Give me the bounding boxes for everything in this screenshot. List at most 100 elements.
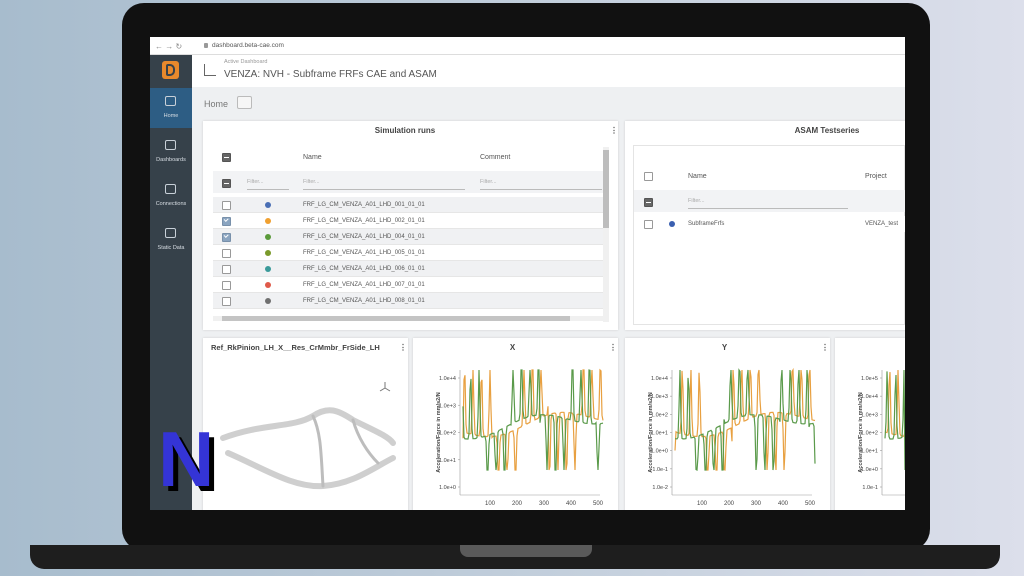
asam-name: SubframeFrfs xyxy=(688,220,725,227)
v-scrollbar xyxy=(603,147,609,322)
run-name: FRF_LG_CM_VENZA_A01_LHD_008_01_01 xyxy=(303,297,425,304)
laptop-notch xyxy=(460,545,592,557)
column-header: Name xyxy=(303,153,322,161)
table-header xyxy=(213,147,603,167)
panel-title: ASAM Testseries xyxy=(794,125,860,135)
sidebar-label[interactable]: Home xyxy=(163,112,179,119)
panel-menu: ⋮ xyxy=(609,342,617,352)
filter-input[interactable]: Filter... xyxy=(688,197,705,204)
run-name: FRF_LG_CM_VENZA_A01_LHD_001_01_01 xyxy=(303,201,425,208)
sidebar-label[interactable]: Dashboards xyxy=(156,156,186,163)
filter-underline xyxy=(688,208,848,209)
y-axis-label: Acceleration/Force in mm/s2/N xyxy=(648,392,654,472)
checkbox[interactable] xyxy=(221,200,231,210)
filter-row xyxy=(213,171,603,193)
logo-mark xyxy=(166,64,175,76)
color-dot xyxy=(265,218,271,224)
checkbox[interactable] xyxy=(221,216,231,226)
checkbox[interactable] xyxy=(221,296,231,306)
h-scroll-thumb xyxy=(222,316,570,321)
sidebar-icon[interactable] xyxy=(165,184,176,194)
x-tick-label: 200 xyxy=(512,501,523,507)
checkbox[interactable] xyxy=(221,232,231,242)
table-row[interactable] xyxy=(634,216,905,232)
run-name: FRF_LG_CM_VENZA_A01_LHD_005_01_01 xyxy=(303,249,425,256)
color-dot xyxy=(265,202,271,208)
sidebar xyxy=(150,55,192,510)
run-name: FRF_LG_CM_VENZA_A01_LHD_002_01_01 xyxy=(303,217,425,224)
model-shape xyxy=(225,450,396,490)
table-row[interactable] xyxy=(213,277,603,293)
y-tick-label: 1.0e+1 xyxy=(861,449,878,455)
y-tick-label: 1.0e+2 xyxy=(861,431,878,437)
asam-table xyxy=(633,145,905,325)
x-tick-label: 100 xyxy=(697,501,708,507)
frf-curve xyxy=(884,369,905,471)
y-tick-label: 1.0e+4 xyxy=(861,394,878,400)
y-tick-label: 1.0e+2 xyxy=(439,431,456,437)
x-tick-label: 300 xyxy=(751,501,762,507)
frf-curve xyxy=(674,368,816,471)
y-tick-label: 1.0e+3 xyxy=(439,403,456,409)
y-axis-label: Acceleration/Force in mm/s2/N xyxy=(436,392,442,472)
panel-menu: ⋮ xyxy=(399,342,407,352)
y-tick-label: 1.0e-1 xyxy=(652,467,668,473)
panel-title: Ref_RkPinion_LH_X__Res_CrMmbr_FrSide_LH xyxy=(211,342,380,352)
column-header: Name xyxy=(688,172,707,180)
x-tick-label: 500 xyxy=(805,501,816,507)
checkbox[interactable] xyxy=(643,171,653,181)
filter-input[interactable]: Filter... xyxy=(247,178,264,185)
checkbox[interactable] xyxy=(221,264,231,274)
table-row[interactable] xyxy=(213,293,603,309)
breadcrumb-button[interactable] xyxy=(237,96,252,109)
y-tick-label: 1.0e+1 xyxy=(651,431,668,437)
x-tick-label: 100 xyxy=(485,501,496,507)
x-tick-label: 500 xyxy=(593,501,604,507)
color-dot xyxy=(669,221,675,227)
checkbox[interactable] xyxy=(643,219,653,229)
color-dot xyxy=(265,298,271,304)
model-view xyxy=(220,382,396,490)
asam-project: VENZA_test xyxy=(865,220,899,227)
sidebar-label[interactable]: Static Data xyxy=(157,244,185,251)
y-tick-label: 1.0e+0 xyxy=(861,467,878,473)
y-tick-label: 1.0e+1 xyxy=(439,458,456,464)
panel-title: Y xyxy=(721,342,728,352)
chart: 1.0e+4 1.0e+3 1.0e+2 1.0e+1 1.0e+0 Accelerati… xyxy=(436,368,604,507)
checkbox[interactable] xyxy=(221,248,231,258)
sidebar-active xyxy=(150,88,192,128)
x-tick-label: 400 xyxy=(566,501,577,507)
y-tick-label: 1.0e+4 xyxy=(439,376,456,382)
filter-underline xyxy=(303,189,465,190)
run-name: FRF_LG_CM_VENZA_A01_LHD_006_01_01 xyxy=(303,265,425,272)
y-axis-label: Acceleration/Force in mm/s2/N xyxy=(858,392,864,472)
header-title: VENZA: NVH - Subframe FRFs CAE and ASAM xyxy=(224,68,437,80)
column-header: Comment xyxy=(480,153,511,161)
v-scroll-thumb xyxy=(603,150,609,228)
y-tick-label: 1.0e-1 xyxy=(862,485,878,491)
panel-title: X xyxy=(509,342,516,352)
table-row[interactable] xyxy=(213,245,603,261)
sidebar-icon[interactable] xyxy=(165,140,176,150)
sidebar-label[interactable]: Connections xyxy=(155,200,187,207)
filter-underline xyxy=(480,189,602,190)
model-shape xyxy=(311,414,380,488)
panel xyxy=(625,338,830,510)
filter-input[interactable]: Filter... xyxy=(303,178,320,185)
y-tick-label: 1.0e+5 xyxy=(861,376,878,382)
run-name: FRF_LG_CM_VENZA_A01_LHD_007_01_01 xyxy=(303,281,425,288)
sidebar-icon[interactable] xyxy=(165,228,176,238)
table-row[interactable] xyxy=(213,213,603,229)
table-row[interactable] xyxy=(213,197,603,213)
frf-curve xyxy=(462,369,604,471)
checkbox[interactable] xyxy=(221,280,231,290)
table-row[interactable] xyxy=(213,229,603,245)
app-header xyxy=(192,55,905,87)
y-tick-label: 1.0e+4 xyxy=(651,376,668,382)
x-tick-label: 300 xyxy=(539,501,550,507)
panel xyxy=(413,338,618,510)
sidebar-icon[interactable] xyxy=(165,96,176,106)
table-row[interactable] xyxy=(213,261,603,277)
filter-input[interactable]: Filter... xyxy=(480,178,497,185)
